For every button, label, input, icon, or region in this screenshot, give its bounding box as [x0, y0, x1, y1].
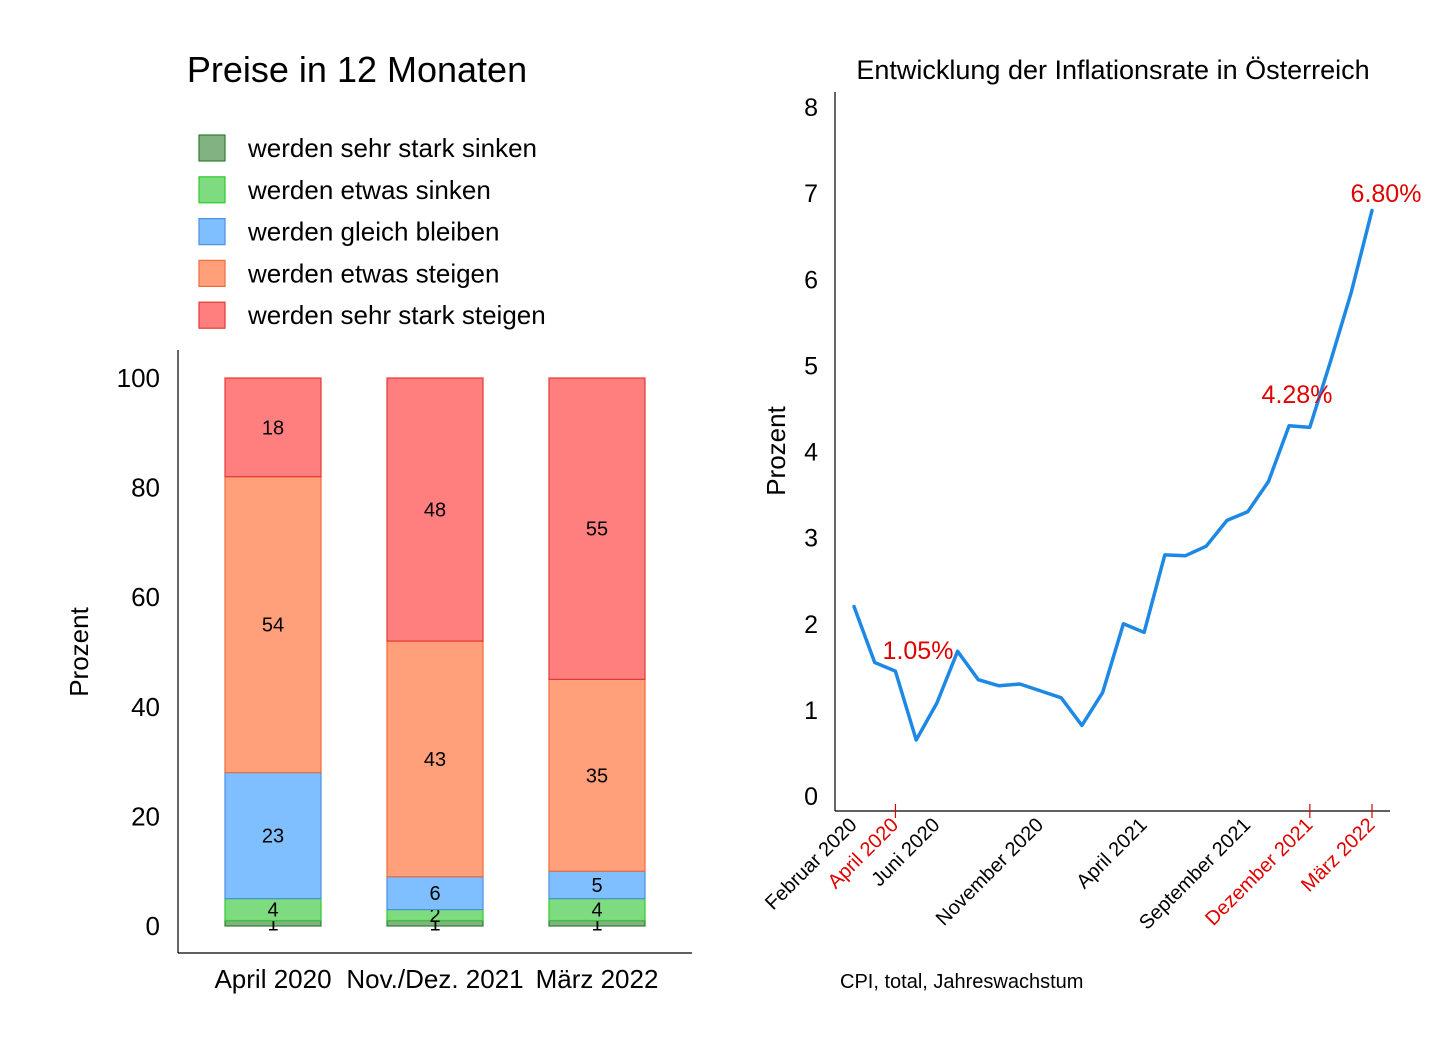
- line-series: 1.05% 4.28% 6.80%: [852, 180, 1422, 742]
- inflation-line: [852, 208, 1374, 742]
- y-tick-label: 7: [804, 180, 818, 208]
- legend: werden sehr stark sinken werden etwas sin…: [198, 133, 546, 330]
- data-label: 1: [429, 913, 440, 935]
- x-tick-label: April 2021: [1072, 814, 1151, 893]
- legend-label: werden sehr stark sinken: [247, 133, 537, 163]
- legend-label: werden sehr stark steigen: [247, 300, 546, 330]
- bar-segment: [548, 870, 646, 900]
- legend-label: werden gleich bleiben: [247, 217, 500, 247]
- data-label: 2: [429, 905, 440, 927]
- legend-item: werden sehr stark sinken: [198, 133, 537, 163]
- left-y-axis-label: Prozent: [64, 606, 94, 696]
- left-chart-title: Preise in 12 Monaten: [187, 49, 527, 90]
- x-tick-label: April 2020: [214, 964, 331, 994]
- y-tick-label: 1: [804, 697, 818, 725]
- data-label: 1: [267, 913, 278, 935]
- data-label: 1: [591, 913, 602, 935]
- bar-segment: [386, 876, 484, 911]
- bar-segment: [386, 640, 484, 878]
- bar-stack: 126 43 48: [386, 377, 484, 935]
- y-tick-label: 80: [131, 473, 160, 503]
- data-label: 4: [267, 900, 278, 922]
- bar-segment: [386, 377, 484, 642]
- data-label: 18: [262, 417, 284, 439]
- y-tick-label: 2: [804, 611, 818, 639]
- right-y-axis-label: Prozent: [761, 405, 791, 495]
- data-label: 6: [429, 883, 440, 905]
- y-tick-label: 40: [131, 692, 160, 722]
- y-tick-label: 60: [131, 582, 160, 612]
- data-label: 43: [424, 749, 446, 771]
- y-tick-label: 4: [804, 439, 818, 467]
- bar-stack: 14 23 54 18: [224, 377, 322, 935]
- y-tick-label: 0: [146, 911, 160, 941]
- y-tick-label: 100: [117, 363, 160, 393]
- legend-swatch: [198, 218, 226, 246]
- data-label: 4: [591, 900, 602, 922]
- bar-segment: [548, 678, 646, 872]
- legend-item: werden etwas steigen: [198, 258, 499, 288]
- y-tick-label: 6: [804, 266, 818, 294]
- legend-label: werden etwas sinken: [247, 175, 491, 205]
- legend-swatch: [198, 259, 226, 287]
- x-tick-label: September 2021: [1135, 814, 1255, 934]
- x-tick-label: Nov./Dez. 2021: [346, 964, 523, 994]
- legend-item: werden etwas sinken: [198, 175, 491, 205]
- stacked-bar-chart: Preise in 12 Monaten werden sehr stark s…: [64, 49, 692, 994]
- data-label: 35: [586, 765, 608, 787]
- data-label: 5: [591, 875, 602, 897]
- bar-segment: [224, 377, 322, 478]
- bar-segment: [224, 476, 322, 774]
- legend-swatch: [198, 134, 226, 162]
- legend-item: werden sehr stark steigen: [198, 300, 546, 330]
- y-tick-label: 0: [804, 783, 818, 811]
- x-tick-label: November 2020: [932, 814, 1048, 930]
- y-tick-label: 20: [131, 801, 160, 831]
- line-chart: Entwicklung der Inflationsrate in Österr…: [761, 55, 1421, 993]
- data-label: 23: [262, 826, 284, 848]
- right-chart-caption: CPI, total, Jahreswachstum: [840, 971, 1083, 993]
- x-tick-label: März 2022: [536, 964, 659, 994]
- value-annotation: 6.80%: [1351, 180, 1422, 208]
- legend-label: werden etwas steigen: [247, 258, 499, 288]
- bar-segment: [548, 377, 646, 680]
- y-tick-label: 5: [804, 352, 818, 380]
- bar-stack: 14 5 35 55: [548, 377, 646, 935]
- data-label: 54: [262, 615, 284, 637]
- x-tick-label: Dezember 2021: [1201, 814, 1317, 930]
- value-annotation: 4.28%: [1262, 381, 1333, 409]
- y-tick-label: 3: [804, 525, 818, 553]
- right-chart-title: Entwicklung der Inflationsrate in Österr…: [856, 55, 1369, 85]
- data-label: 48: [424, 500, 446, 522]
- legend-swatch: [198, 176, 226, 204]
- y-tick-label: 8: [804, 94, 818, 122]
- value-annotation: 1.05%: [883, 637, 954, 665]
- axes: 0 20 40 60 80 100 April 2020 Nov./Dez. 2021 März…: [117, 350, 692, 994]
- data-label: 55: [586, 519, 608, 541]
- legend-swatch: [198, 301, 226, 329]
- legend-item: werden gleich bleiben: [198, 217, 500, 247]
